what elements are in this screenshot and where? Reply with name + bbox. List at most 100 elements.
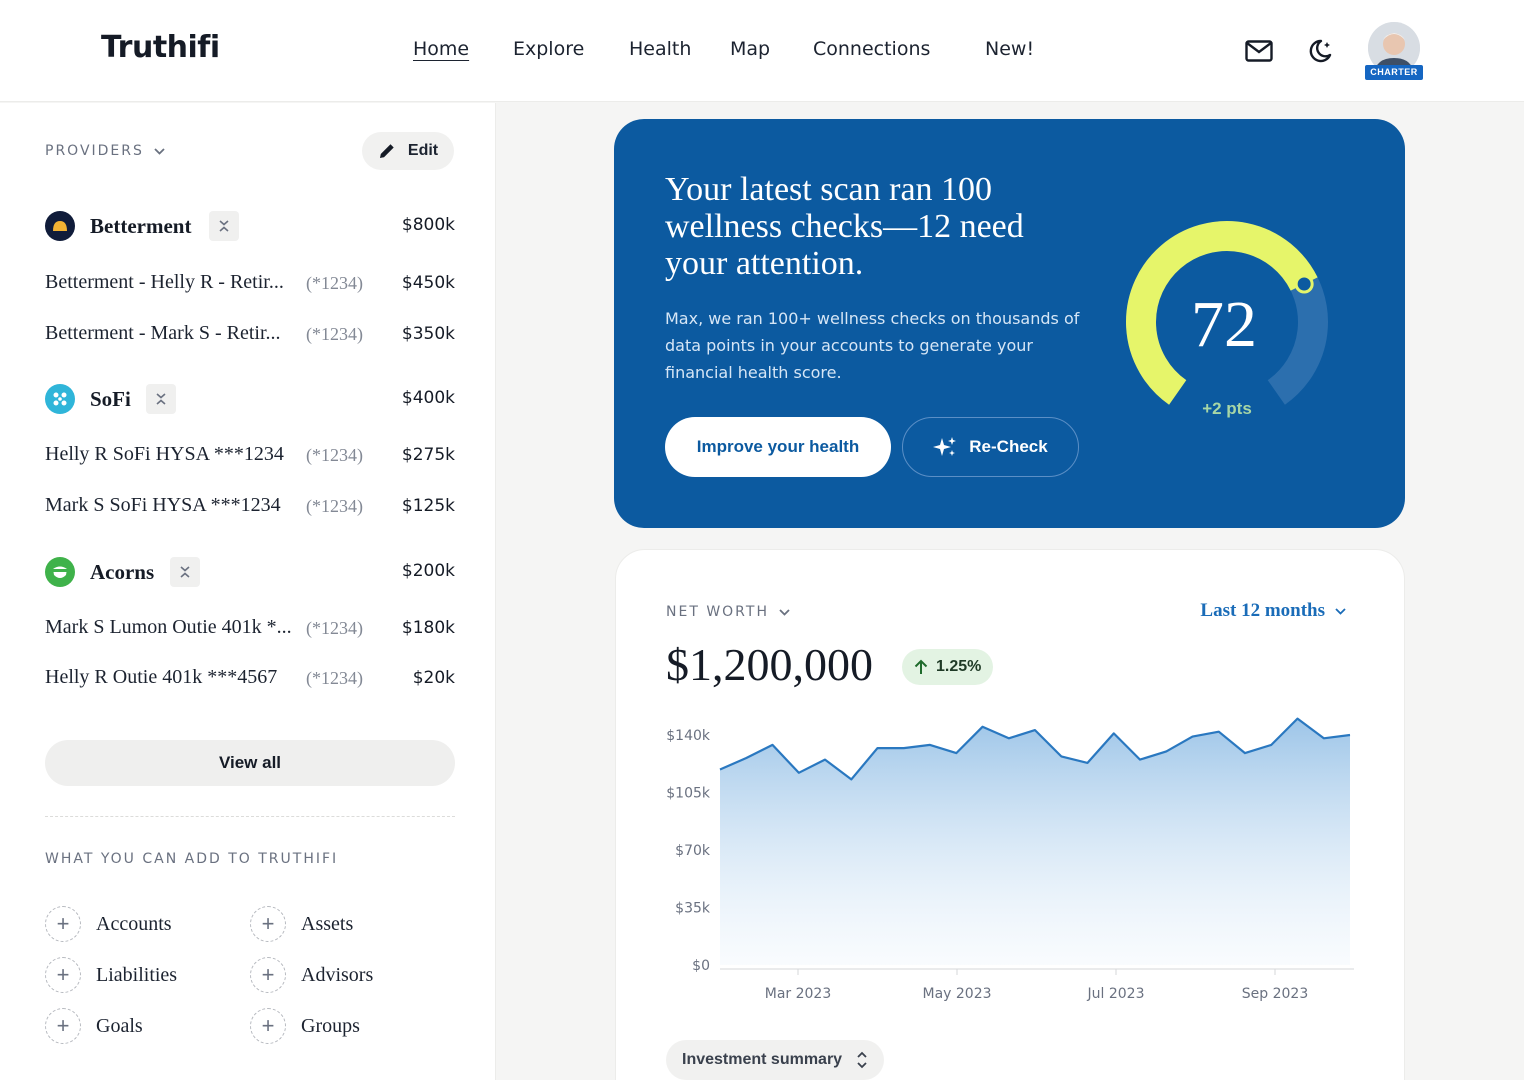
provider-value: $800k bbox=[401, 215, 455, 235]
plus-icon: + bbox=[250, 906, 286, 942]
providers-label: PROVIDERS bbox=[45, 143, 144, 159]
edit-label: Edit bbox=[407, 142, 439, 159]
nav-connections[interactable]: Connections bbox=[813, 38, 931, 60]
account-row[interactable]: Mark S Lumon Outie 401k *... (*1234) $18… bbox=[45, 612, 455, 642]
nav-explore[interactable]: Explore bbox=[513, 38, 585, 60]
summary-label: Investment summary bbox=[682, 1051, 843, 1068]
collapse-icon[interactable] bbox=[146, 384, 176, 414]
nav-home[interactable]: Home bbox=[413, 38, 470, 60]
chevron-down-icon bbox=[779, 608, 790, 616]
account-mask: (*1234) bbox=[306, 668, 363, 688]
health-description: Max, we ran 100+ wellness checks on thou… bbox=[665, 309, 1080, 382]
provider-betterment: Betterment $800k bbox=[45, 209, 455, 243]
account-row[interactable]: Betterment - Mark S - Retir... (*1234) $… bbox=[45, 318, 455, 348]
improve-health-button[interactable]: Improve your health bbox=[665, 417, 891, 477]
add-liabilities-button[interactable]: + Liabilities bbox=[45, 957, 177, 993]
logo[interactable]: Truthifi bbox=[101, 30, 220, 65]
account-row[interactable]: Helly R SoFi HYSA ***1234 (*1234) $275k bbox=[45, 439, 455, 469]
betterment-logo-icon bbox=[45, 211, 75, 241]
add-section-label: WHAT YOU CAN ADD TO TRUTHIFI bbox=[45, 851, 339, 867]
investment-summary-dropdown[interactable]: Investment summary bbox=[666, 1040, 885, 1080]
time-range-dropdown[interactable]: Last 12 months bbox=[1200, 600, 1346, 622]
time-range-label: Last 12 months bbox=[1200, 600, 1325, 621]
chevron-down-icon bbox=[154, 147, 165, 155]
chevron-down-icon bbox=[1335, 607, 1346, 615]
net-worth-value: $1,200,000 bbox=[666, 639, 873, 690]
recheck-button[interactable]: Re-Check bbox=[902, 417, 1079, 477]
account-name: Helly R SoFi HYSA ***1234 bbox=[45, 443, 284, 465]
provider-sofi: SoFi $400k bbox=[45, 382, 455, 416]
account-value: $450k bbox=[401, 273, 455, 293]
account-mask: (*1234) bbox=[306, 273, 363, 293]
plus-icon: + bbox=[250, 1008, 286, 1044]
net-worth-card: NET WORTH Last 12 months $1,200,000 1.25… bbox=[615, 549, 1405, 1080]
add-groups-button[interactable]: + Groups bbox=[250, 1008, 360, 1044]
view-all-button[interactable]: View all bbox=[45, 740, 455, 786]
chevron-updown-icon bbox=[857, 1051, 867, 1069]
account-row[interactable]: Helly R Outie 401k ***4567 (*1234) $20k bbox=[45, 662, 455, 692]
provider-name: Betterment bbox=[90, 214, 192, 238]
plus-icon: + bbox=[45, 906, 81, 942]
add-goals-button[interactable]: + Goals bbox=[45, 1008, 143, 1044]
collapse-icon[interactable] bbox=[209, 211, 239, 241]
score-delta: +2 pts bbox=[1202, 399, 1252, 418]
account-value: $275k bbox=[401, 445, 455, 465]
net-worth-dropdown[interactable]: NET WORTH bbox=[666, 604, 790, 620]
recheck-label: Re-Check bbox=[969, 437, 1048, 456]
sofi-logo-icon bbox=[45, 384, 75, 414]
y-tick-label: $70k bbox=[675, 843, 711, 859]
add-label: Liabilities bbox=[96, 963, 178, 986]
gauge-marker bbox=[1294, 274, 1314, 294]
divider bbox=[45, 816, 455, 817]
provider-name: Acorns bbox=[90, 560, 155, 584]
x-tick-label: May 2023 bbox=[922, 986, 991, 1002]
y-tick-label: $35k bbox=[675, 901, 711, 917]
provider-value: $200k bbox=[401, 561, 455, 581]
add-label: Goals bbox=[96, 1014, 143, 1037]
net-worth-label: NET WORTH bbox=[666, 604, 769, 620]
account-row[interactable]: Betterment - Helly R - Retir... (*1234) … bbox=[45, 267, 455, 297]
health-score: 72 bbox=[1191, 288, 1257, 361]
mail-icon[interactable] bbox=[1242, 34, 1276, 68]
account-value: $20k bbox=[412, 668, 455, 688]
add-advisors-button[interactable]: + Advisors bbox=[250, 957, 373, 993]
gauge-fill bbox=[1126, 221, 1318, 405]
account-name: Mark S SoFi HYSA ***1234 bbox=[45, 494, 281, 516]
add-assets-button[interactable]: + Assets bbox=[250, 906, 353, 942]
x-tick-label: Sep 2023 bbox=[1242, 986, 1308, 1002]
provider-value: $400k bbox=[401, 388, 455, 408]
collapse-icon[interactable] bbox=[170, 557, 200, 587]
add-accounts-button[interactable]: + Accounts bbox=[45, 906, 172, 942]
plus-icon: + bbox=[45, 957, 81, 993]
sparkle-icon bbox=[933, 437, 957, 456]
account-name: Helly R Outie 401k ***4567 bbox=[45, 666, 278, 688]
plus-icon: + bbox=[45, 1008, 81, 1044]
providers-dropdown[interactable]: PROVIDERS bbox=[45, 143, 165, 159]
nav-map[interactable]: Map bbox=[730, 38, 771, 60]
account-name: Betterment - Mark S - Retir... bbox=[45, 322, 281, 344]
x-tick-label: Mar 2023 bbox=[765, 986, 832, 1002]
account-value: $125k bbox=[401, 496, 455, 516]
provider-acorns: Acorns $200k bbox=[45, 555, 455, 589]
top-bar: Truthifi Home Explore Health Map Connect… bbox=[0, 0, 1524, 102]
nav-new[interactable]: New! bbox=[985, 38, 1035, 60]
health-score-card: Your latest scan ran 100 wellness checks… bbox=[614, 119, 1405, 528]
dark-mode-icon[interactable] bbox=[1303, 34, 1337, 68]
change-badge: 1.25% bbox=[902, 649, 994, 685]
add-label: Accounts bbox=[96, 912, 172, 935]
x-tick-label: Jul 2023 bbox=[1087, 986, 1145, 1002]
pencil-icon bbox=[379, 144, 394, 158]
provider-name: SoFi bbox=[90, 387, 131, 411]
health-score-gauge bbox=[1126, 221, 1328, 405]
account-row[interactable]: Mark S SoFi HYSA ***1234 (*1234) $125k bbox=[45, 490, 455, 520]
account-mask: (*1234) bbox=[306, 618, 363, 638]
account-name: Mark S Lumon Outie 401k *... bbox=[45, 616, 292, 638]
add-label: Assets bbox=[301, 912, 354, 935]
net-worth-area bbox=[720, 718, 1350, 965]
edit-button[interactable]: Edit bbox=[362, 132, 454, 170]
charter-badge: CHARTER bbox=[1365, 65, 1423, 80]
account-mask: (*1234) bbox=[306, 496, 363, 516]
nav-health[interactable]: Health bbox=[629, 38, 692, 60]
add-label: Advisors bbox=[301, 963, 374, 986]
change-value: 1.25% bbox=[936, 658, 982, 675]
